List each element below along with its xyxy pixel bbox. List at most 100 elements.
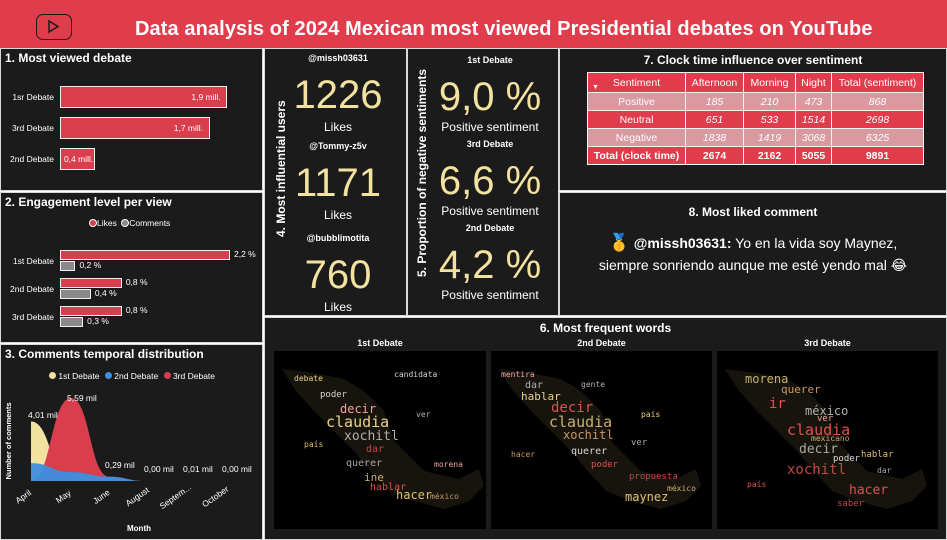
word: morena bbox=[434, 460, 463, 469]
comments-bar[interactable] bbox=[60, 289, 91, 299]
y-axis-label: Number of comments bbox=[4, 402, 13, 479]
category-label: 2nd Debate bbox=[10, 154, 54, 164]
word: poder bbox=[591, 460, 619, 470]
panel-title: 6. Most frequent words bbox=[539, 321, 672, 335]
table-row[interactable]: Total (clock time) 2674 2162 5055 9891 bbox=[587, 146, 924, 165]
x-tick-label: April bbox=[13, 488, 33, 506]
word: dar bbox=[877, 466, 892, 475]
data-label: 5,59 mil bbox=[67, 393, 97, 403]
word: hacer bbox=[511, 450, 536, 459]
bar[interactable] bbox=[60, 117, 210, 139]
kpi-value: 1171 bbox=[294, 161, 381, 205]
legend-label: 3rd Debate bbox=[172, 371, 216, 381]
kpi-value: 1226 bbox=[293, 73, 383, 117]
legend-dot-likes bbox=[89, 219, 97, 227]
table-header[interactable]: Total (sentiment) bbox=[831, 72, 924, 93]
panel-most-viewed: 1. Most viewed debate 1sr Debate 1,9 mill… bbox=[0, 48, 263, 191]
sentiment-table: Sentiment ▼ Afternoon Morning Night Total… bbox=[587, 72, 924, 165]
x-axis-label: Month bbox=[127, 524, 151, 533]
mexico-map-shape bbox=[725, 369, 927, 509]
comment-line-1: 🥇 @missh03631: Yo en la vida soy Maynez, bbox=[567, 232, 939, 254]
comment-line-2: siempre sonriendo aunque me esté yendo m… bbox=[598, 257, 908, 273]
liked-comment: 🥇 @missh03631: Yo en la vida soy Maynez,… bbox=[567, 232, 939, 276]
area-3rd-debate bbox=[31, 398, 223, 481]
kpi-user: @bubblimotita bbox=[306, 233, 370, 243]
bar[interactable] bbox=[60, 148, 96, 170]
category-label: 1sr Debate bbox=[12, 92, 54, 102]
word: méxico bbox=[667, 484, 696, 493]
table-cell: 533 bbox=[743, 110, 796, 129]
word: mentira bbox=[501, 370, 535, 379]
bar[interactable] bbox=[60, 86, 228, 108]
panel-title: 1. Most viewed debate bbox=[5, 51, 132, 65]
table-row[interactable]: Neutral 651 533 1514 2698 bbox=[587, 110, 924, 129]
panel-title: 2. Engagement level per view bbox=[5, 195, 172, 209]
page-title: Data analysis of 2024 Mexican most viewe… bbox=[135, 18, 873, 40]
data-label: 1,9 mill. bbox=[191, 92, 221, 102]
kpi-label: Likes bbox=[323, 300, 352, 314]
word: hablar bbox=[861, 450, 894, 460]
table-cell: 1419 bbox=[743, 128, 796, 147]
data-label: 4,01 mil bbox=[28, 410, 58, 420]
word: claudia bbox=[326, 413, 390, 431]
panel-title: 7. Clock time influence over sentiment bbox=[643, 53, 863, 67]
likes-bar[interactable] bbox=[60, 306, 122, 316]
table-cell: 2698 bbox=[831, 110, 924, 129]
data-label: 0,00 mil bbox=[222, 464, 252, 474]
legend-label: 2nd Debate bbox=[114, 371, 159, 381]
likes-bar[interactable] bbox=[60, 250, 230, 260]
table-cell: 2162 bbox=[743, 146, 796, 165]
x-tick-label: Septem... bbox=[158, 482, 194, 511]
word: país bbox=[747, 480, 767, 489]
word: hablar bbox=[370, 482, 407, 493]
mexico-map-shape bbox=[499, 369, 701, 509]
table-cell: 651 bbox=[685, 110, 744, 129]
table-header[interactable]: Morning bbox=[743, 72, 796, 93]
kpi-user: @missh03631 bbox=[308, 53, 368, 63]
word: méxico bbox=[805, 404, 849, 418]
table-cell: 1514 bbox=[795, 110, 832, 129]
word: xochitl bbox=[344, 429, 399, 444]
word-cloud-title: 2nd Debate bbox=[577, 338, 626, 348]
table-header[interactable]: Night bbox=[795, 72, 832, 93]
sort-caret-icon[interactable]: ▼ bbox=[592, 84, 599, 91]
word: querer bbox=[781, 383, 821, 396]
kpi-label: Positive sentiment bbox=[441, 288, 539, 302]
table-cell: 185 bbox=[685, 92, 744, 111]
x-tick-label: August bbox=[124, 484, 152, 508]
panel-title: 3. Comments temporal distribution bbox=[5, 347, 204, 361]
data-label: 1,7 mill. bbox=[173, 123, 204, 133]
word-cloud: claudia decir xochitl hablar dar mentira mayne… bbox=[491, 351, 712, 529]
word-cloud: claudia xochitl decir hacer poder dar querer in… bbox=[274, 351, 486, 529]
table-row[interactable]: Negative 1838 1419 3068 6325 bbox=[587, 128, 924, 147]
area-2nd-debate bbox=[31, 463, 223, 481]
word: hablar bbox=[521, 390, 561, 403]
x-tick-label: June bbox=[91, 487, 112, 506]
comment-user: @missh03631: bbox=[633, 235, 732, 251]
data-label: 0,3 % bbox=[87, 316, 109, 326]
category-label: 2nd Debate bbox=[10, 284, 54, 294]
panel-negative-sentiment: 5. Proportion of negative sentiments 1st… bbox=[407, 48, 559, 316]
data-label: 0,00 mil bbox=[144, 464, 174, 474]
legend-dot-comments bbox=[121, 219, 130, 227]
table-row[interactable]: Positive 185 210 473 868 bbox=[587, 92, 924, 111]
word: candidata bbox=[394, 370, 438, 379]
comments-bar[interactable] bbox=[60, 261, 76, 271]
table-header[interactable]: Sentiment ▼ bbox=[587, 72, 686, 93]
word: poder bbox=[320, 390, 348, 400]
comment-text: Yo en la vida soy Maynez, bbox=[735, 235, 898, 251]
comments-bar[interactable] bbox=[60, 317, 84, 327]
table-cell: 3068 bbox=[795, 128, 832, 147]
word: claudia bbox=[549, 413, 613, 431]
word: dar bbox=[525, 380, 544, 391]
likes-bar[interactable] bbox=[60, 278, 122, 288]
data-label: 0,01 mil bbox=[183, 464, 213, 474]
row-label: Positive bbox=[587, 92, 686, 111]
mexico-map-shape bbox=[282, 369, 484, 509]
word-cloud-title: 3rd Debate bbox=[804, 338, 851, 348]
legend-label: Comments bbox=[129, 218, 171, 228]
legend-dot-2nd bbox=[104, 372, 112, 379]
word: maynez bbox=[625, 490, 669, 504]
table-header[interactable]: Afternoon bbox=[685, 72, 744, 93]
word: ver bbox=[416, 410, 431, 419]
